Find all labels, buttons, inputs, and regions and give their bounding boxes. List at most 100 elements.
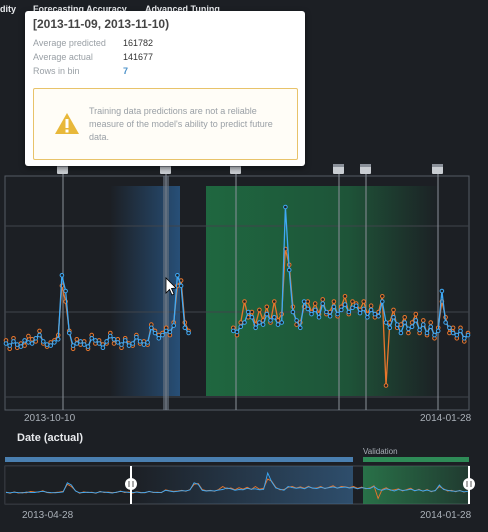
predicted-point[interactable] (130, 341, 135, 346)
predicted-point[interactable] (89, 336, 94, 341)
predicted-point[interactable] (145, 340, 150, 345)
actual-point[interactable] (238, 320, 243, 325)
predicted-point[interactable] (305, 306, 311, 312)
predicted-point[interactable] (29, 341, 35, 346)
predicted-point[interactable] (81, 342, 87, 347)
predicted-point[interactable] (111, 337, 117, 342)
actual-point[interactable] (391, 307, 396, 313)
actual-point[interactable] (413, 311, 419, 317)
predicted-point[interactable] (312, 307, 318, 313)
actual-point[interactable] (450, 325, 456, 331)
tab-advanced-tuning[interactable]: Advanced Tuning (145, 4, 220, 14)
predicted-point[interactable] (435, 328, 441, 334)
actual-point[interactable] (272, 299, 277, 304)
predicted-point[interactable] (339, 307, 344, 313)
predicted-point[interactable] (376, 313, 381, 319)
predicted-point[interactable] (182, 325, 188, 331)
actual-point[interactable] (312, 301, 318, 306)
predicted-point[interactable] (365, 315, 370, 320)
predicted-point[interactable] (126, 343, 132, 348)
predicted-point[interactable] (428, 324, 434, 330)
actual-point[interactable] (26, 333, 31, 339)
predicted-point[interactable] (11, 339, 16, 344)
predicted-point[interactable] (309, 311, 314, 317)
predicted-point[interactable] (439, 288, 445, 294)
drag-handle-icon[interactable] (125, 478, 137, 490)
predicted-point[interactable] (48, 343, 54, 348)
predicted-point[interactable] (257, 320, 262, 325)
predicted-point[interactable] (353, 303, 359, 309)
actual-point[interactable] (242, 299, 247, 304)
predicted-point[interactable] (462, 336, 467, 341)
predicted-point[interactable] (413, 318, 419, 323)
predicted-point[interactable] (398, 330, 404, 336)
actual-point[interactable] (361, 299, 367, 304)
predicted-point[interactable] (387, 325, 393, 331)
actual-point[interactable] (398, 322, 404, 327)
predicted-point[interactable] (272, 315, 277, 320)
actual-point[interactable] (380, 294, 385, 299)
predicted-point[interactable] (96, 341, 102, 346)
actual-point[interactable] (342, 294, 348, 299)
predicted-point[interactable] (283, 204, 288, 210)
predicted-point[interactable] (171, 323, 176, 328)
rows-in-bin-link[interactable]: 7 (123, 66, 129, 76)
predicted-point[interactable] (186, 330, 191, 336)
predicted-point[interactable] (286, 267, 292, 273)
actual-point[interactable] (350, 299, 355, 304)
predicted-point[interactable] (134, 334, 139, 340)
predicted-point[interactable] (104, 339, 109, 344)
predicted-point[interactable] (260, 322, 266, 327)
predicted-point[interactable] (298, 325, 303, 331)
predicted-point[interactable] (253, 325, 258, 331)
predicted-point[interactable] (342, 302, 348, 307)
predicted-point[interactable] (18, 344, 24, 349)
predicted-point[interactable] (383, 320, 389, 325)
actual-point[interactable] (22, 343, 27, 348)
predicted-point[interactable] (160, 332, 165, 338)
predicted-point[interactable] (167, 329, 173, 335)
predicted-point[interactable] (324, 309, 329, 315)
predicted-point[interactable] (331, 304, 337, 310)
predicted-point[interactable] (22, 338, 27, 343)
predicted-point[interactable] (152, 330, 158, 336)
actual-point[interactable] (447, 330, 452, 336)
calendar-icon[interactable] (333, 164, 344, 174)
predicted-point[interactable] (264, 311, 270, 317)
predicted-point[interactable] (301, 299, 307, 304)
predicted-point[interactable] (52, 340, 57, 345)
predicted-point[interactable] (70, 343, 76, 348)
predicted-point[interactable] (335, 311, 340, 317)
actual-point[interactable] (264, 304, 270, 310)
actual-point[interactable] (74, 337, 80, 342)
predicted-point[interactable] (33, 336, 39, 341)
actual-point[interactable] (320, 297, 326, 302)
predicted-point[interactable] (74, 341, 80, 346)
predicted-point[interactable] (100, 345, 106, 351)
predicted-point[interactable] (78, 339, 83, 344)
predicted-point[interactable] (149, 325, 154, 331)
predicted-point[interactable] (14, 342, 20, 347)
predicted-point[interactable] (137, 339, 143, 344)
predicted-point[interactable] (447, 325, 452, 331)
predicted-point[interactable] (41, 339, 46, 344)
actual-point[interactable] (257, 307, 262, 313)
actual-point[interactable] (331, 299, 337, 304)
drag-handle-icon[interactable] (463, 478, 475, 490)
predicted-point[interactable] (249, 315, 255, 320)
actual-point[interactable] (406, 330, 411, 336)
predicted-point[interactable] (424, 330, 430, 336)
predicted-point[interactable] (231, 328, 236, 334)
tab-stability[interactable]: dity (0, 4, 17, 14)
predicted-point[interactable] (346, 309, 352, 315)
predicted-point[interactable] (59, 273, 65, 278)
predicted-point[interactable] (242, 320, 247, 325)
calendar-icon[interactable] (360, 164, 371, 174)
predicted-point[interactable] (454, 332, 460, 338)
predicted-point[interactable] (26, 340, 31, 345)
actual-point[interactable] (421, 318, 426, 323)
predicted-point[interactable] (44, 342, 50, 347)
predicted-point[interactable] (63, 288, 68, 294)
actual-point[interactable] (402, 315, 408, 320)
